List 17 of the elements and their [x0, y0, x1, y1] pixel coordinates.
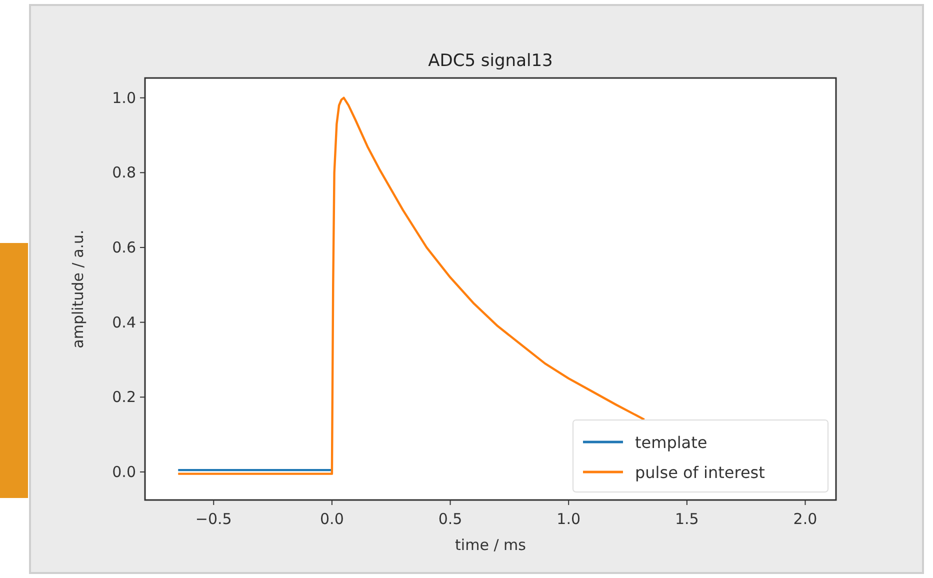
x-tick-label: 0.0 [320, 510, 344, 528]
y-tick-label: 0.0 [112, 462, 136, 481]
legend-label: pulse of interest [635, 463, 765, 482]
y-tick-label: 0.8 [112, 164, 136, 182]
x-tick-label: 0.5 [438, 510, 462, 528]
y-tick-label: 0.4 [112, 313, 136, 332]
y-tick-label: 1.0 [112, 88, 136, 107]
x-tick-label: 1.5 [674, 510, 699, 528]
x-tick-label: 2.0 [793, 510, 818, 528]
x-axis-title: time / ms [455, 536, 526, 554]
x-tick-label: 1.0 [556, 510, 581, 528]
legend-label: template [635, 433, 708, 452]
y-axis-title: amplitude / a.u. [69, 230, 87, 348]
y-tick-label: 0.6 [112, 238, 136, 256]
x-tick-label: −0.5 [195, 510, 232, 528]
y-tick-label: 0.2 [112, 388, 136, 406]
chart-title: ADC5 signal13 [428, 51, 553, 71]
